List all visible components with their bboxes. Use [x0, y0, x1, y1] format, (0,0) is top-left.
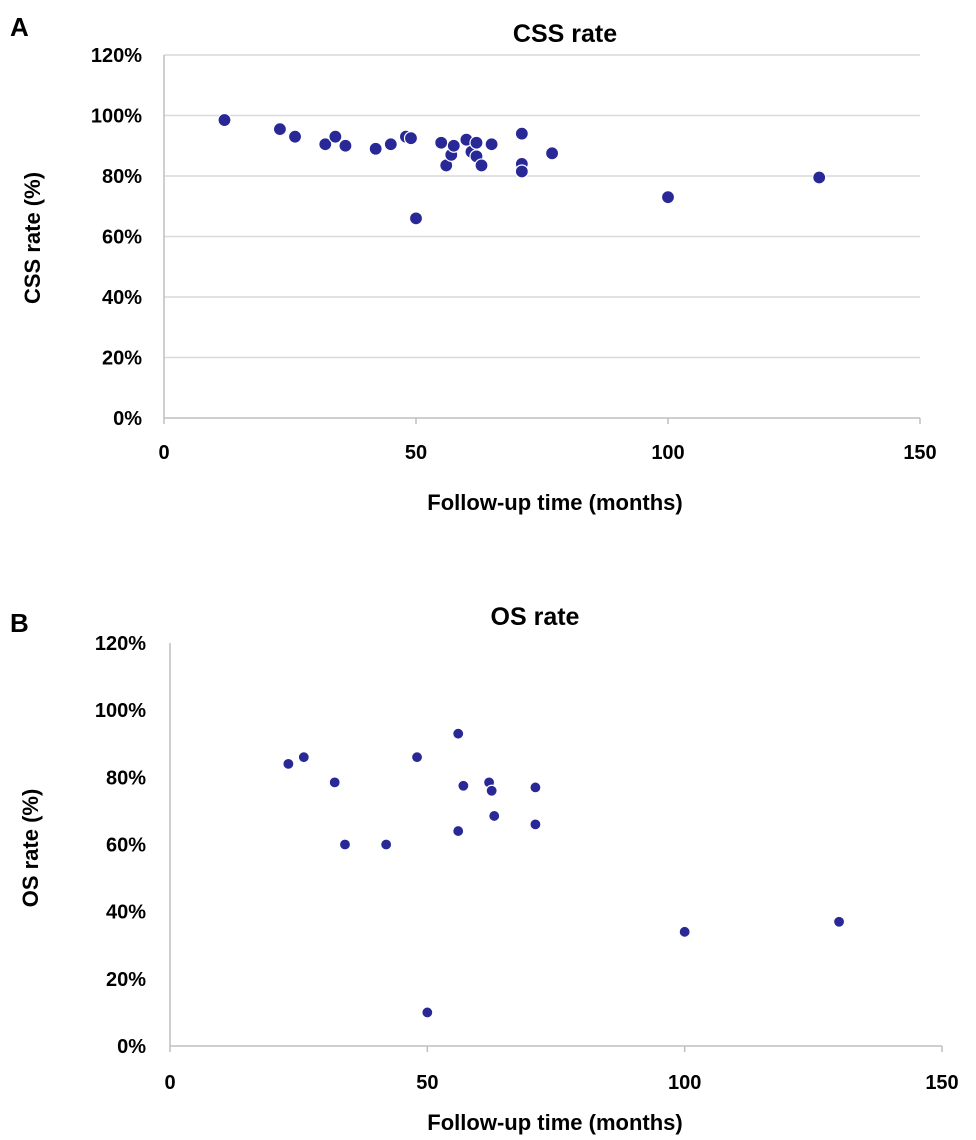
y-tick-label: 80%	[102, 166, 142, 188]
scatter-point	[514, 164, 529, 179]
chart-panel-a: A CSS rate Follow-up time (months) CSS r…	[10, 12, 937, 515]
y-tick-labels: 0% 20% 40% 60% 80% 100% 120%	[91, 45, 142, 430]
y-tick-label: 0%	[113, 408, 142, 430]
x-axis-label: Follow-up time (months)	[427, 1110, 682, 1135]
gridlines	[164, 54, 920, 359]
scatter-point	[446, 138, 461, 153]
panel-letter: A	[10, 12, 29, 42]
y-tick-label: 60%	[106, 835, 146, 857]
scatter-point	[287, 129, 303, 144]
chart-panel-b: B OS rate Follow-up time (months) OS rat…	[10, 603, 959, 1135]
y-tick-label: 40%	[102, 287, 142, 309]
y-tick-label: 80%	[106, 767, 146, 789]
scatter-point	[368, 141, 383, 156]
axes	[169, 643, 943, 1052]
scatter-point	[514, 126, 529, 141]
scatter-point	[403, 131, 419, 146]
scatter-point	[383, 137, 398, 152]
data-points	[282, 727, 846, 1019]
scatter-point	[408, 211, 424, 226]
scatter-point	[485, 784, 498, 797]
scatter-point	[328, 129, 343, 144]
axes	[163, 55, 921, 424]
scatter-point	[544, 146, 560, 161]
scatter-point	[434, 135, 449, 150]
scatter-point	[421, 1006, 434, 1019]
scatter-point	[469, 135, 484, 150]
scatter-point	[812, 170, 827, 185]
scatter-point	[217, 112, 232, 128]
y-tick-label: 20%	[106, 969, 146, 991]
x-tick-label: 0	[158, 442, 169, 464]
scatter-point	[452, 824, 465, 838]
y-tick-label: 120%	[91, 45, 142, 67]
scatter-point	[484, 137, 499, 152]
scatter-point	[380, 838, 393, 851]
scatter-point	[272, 122, 288, 137]
x-tick-labels: 0 50 100 150	[158, 442, 936, 464]
x-tick-label: 150	[925, 1072, 958, 1094]
scatter-point	[318, 137, 333, 152]
x-axis-label: Follow-up time (months)	[427, 490, 682, 515]
x-tick-label: 100	[651, 442, 684, 464]
x-tick-label: 150	[903, 442, 936, 464]
scatter-point	[474, 158, 489, 173]
y-tick-label: 60%	[102, 227, 142, 249]
scatter-point	[457, 779, 470, 792]
scatter-point	[452, 727, 465, 740]
x-tick-label: 50	[405, 442, 427, 464]
scatter-point	[832, 915, 846, 928]
scatter-point	[660, 190, 676, 205]
scatter-point	[529, 781, 542, 794]
data-points	[217, 112, 827, 226]
y-axis-label: CSS rate (%)	[20, 172, 45, 304]
panel-letter: B	[10, 608, 29, 638]
chart-title: CSS rate	[513, 20, 617, 48]
y-tick-label: 100%	[95, 700, 146, 722]
scatter-point	[282, 757, 295, 771]
x-tick-label: 100	[668, 1072, 701, 1094]
y-tick-label: 100%	[91, 106, 142, 128]
y-tick-label: 20%	[102, 348, 142, 370]
y-tick-label: 120%	[95, 633, 146, 655]
scatter-point	[338, 138, 353, 153]
x-tick-label: 0	[164, 1072, 175, 1094]
scatter-point	[297, 751, 310, 764]
y-tick-label: 0%	[117, 1036, 146, 1058]
y-tick-label: 40%	[106, 902, 146, 924]
x-tick-label: 50	[416, 1072, 438, 1094]
chart-title: OS rate	[491, 603, 580, 631]
scatter-point	[410, 751, 424, 764]
y-axis-label: OS rate (%)	[18, 789, 43, 908]
x-tick-labels: 0 50 100 150	[164, 1072, 958, 1094]
scatter-point	[488, 809, 501, 823]
scatter-point	[678, 925, 691, 938]
y-tick-labels: 0% 20% 40% 60% 80% 100% 120%	[95, 633, 146, 1058]
scatter-point	[328, 776, 341, 789]
scatter-point	[338, 838, 352, 851]
scatter-point	[529, 818, 542, 831]
